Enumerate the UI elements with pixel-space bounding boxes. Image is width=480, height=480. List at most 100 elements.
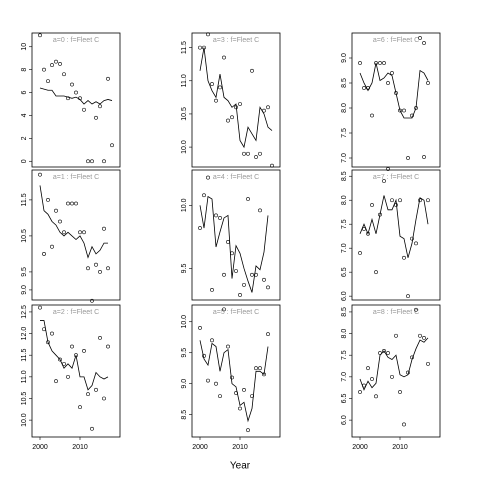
observed-point — [390, 71, 394, 75]
observed-point — [74, 90, 78, 95]
observed-point — [226, 344, 230, 349]
observed-point — [214, 213, 218, 218]
observed-point — [390, 198, 394, 203]
observed-point — [426, 198, 430, 203]
panel-frame — [191, 32, 281, 168]
panel-frame — [351, 32, 441, 168]
y-tick-label: 6.0 — [341, 415, 348, 425]
observed-point — [98, 104, 102, 109]
observed-point — [50, 63, 54, 67]
y-tick-label: 10.0 — [181, 315, 188, 329]
observed-point — [78, 96, 82, 101]
observed-point — [202, 45, 206, 50]
observed-point — [358, 390, 362, 394]
observed-point — [54, 208, 58, 213]
observed-point — [378, 351, 382, 355]
panel-frame — [31, 169, 121, 301]
observed-point — [386, 81, 390, 85]
observed-point — [86, 392, 90, 397]
observed-point — [414, 106, 418, 110]
panel-title: a=6 : f=Fleet C — [373, 37, 419, 44]
observed-point — [90, 298, 94, 303]
y-tick-label: 7.0 — [341, 372, 348, 382]
observed-point — [234, 269, 238, 273]
observed-point — [426, 361, 430, 366]
observed-point — [418, 333, 422, 338]
observed-point — [86, 159, 90, 164]
observed-point — [38, 33, 42, 38]
y-tick-label: 6.5 — [341, 267, 348, 277]
observed-point — [394, 333, 398, 338]
fitted-line — [39, 87, 113, 105]
observed-point — [222, 307, 226, 312]
observed-point — [210, 82, 214, 86]
observed-point — [254, 272, 258, 277]
panel-frame — [31, 32, 121, 168]
y-tick-label: 2 — [21, 136, 28, 140]
observed-point — [50, 331, 54, 336]
observed-point — [74, 201, 78, 206]
observed-point — [230, 375, 234, 380]
y-tick-label: 11.5 — [21, 349, 28, 362]
panel-title: a=4 : f=Fleet C — [213, 174, 259, 181]
observed-point — [246, 428, 250, 433]
x-tick-label: 2010 — [392, 444, 408, 451]
y-tick-label: 0 — [21, 159, 28, 163]
observed-point — [202, 353, 206, 358]
observed-point — [406, 294, 410, 299]
fitted-line — [39, 185, 108, 259]
panel-frame — [191, 304, 281, 438]
observed-point — [382, 348, 386, 353]
y-tick-label: 8 — [21, 68, 28, 72]
observed-point — [366, 231, 370, 236]
observed-point — [390, 374, 394, 379]
observed-point — [226, 240, 230, 244]
y-tick-label: 9.0 — [341, 53, 348, 63]
observed-point — [70, 82, 74, 87]
observed-point — [98, 270, 102, 274]
observed-point — [54, 59, 58, 64]
observed-point — [38, 305, 42, 310]
y-tick-label: 10.0 — [181, 140, 188, 154]
observed-point — [82, 107, 86, 112]
observed-point — [382, 61, 386, 65]
y-tick-label: 7.5 — [341, 350, 348, 360]
y-tick-label: 11.5 — [181, 41, 188, 54]
observed-point — [230, 251, 234, 256]
panel-title: a=8 : f=Fleet C — [373, 309, 419, 316]
observed-point — [102, 396, 106, 401]
y-tick-label: 9.5 — [181, 263, 188, 273]
observed-point — [238, 293, 242, 297]
fitted-line — [359, 195, 429, 258]
observed-point — [106, 76, 110, 81]
fitted-line — [199, 195, 269, 293]
y-tick-label: 12.0 — [21, 327, 28, 341]
y-tick-label: 8.5 — [181, 410, 188, 420]
observed-point — [362, 227, 366, 231]
observed-point — [70, 201, 74, 206]
observed-point — [94, 387, 98, 392]
panel-frame — [351, 304, 441, 438]
y-tick-label: 8.0 — [341, 195, 348, 205]
y-tick-label: 8.0 — [341, 103, 348, 113]
observed-point — [90, 426, 94, 431]
y-tick-label: 8.5 — [341, 171, 348, 181]
observed-point — [230, 115, 234, 120]
observed-point — [394, 91, 398, 95]
y-tick-label: 7.0 — [341, 153, 348, 163]
observed-point — [46, 197, 50, 202]
observed-point — [378, 212, 382, 217]
y-tick-label: 9.5 — [21, 267, 28, 277]
observed-point — [62, 361, 66, 366]
observed-point — [210, 338, 214, 343]
fitted-line — [40, 320, 109, 391]
y-tick-label: 6.5 — [341, 394, 348, 404]
observed-point — [234, 391, 238, 395]
y-tick-label: 10.0 — [21, 413, 28, 427]
observed-point — [42, 67, 46, 72]
observed-point — [386, 167, 390, 171]
observed-point — [66, 96, 70, 101]
y-tick-label: 10.5 — [181, 107, 188, 121]
y-tick-label: 7.5 — [341, 128, 348, 138]
